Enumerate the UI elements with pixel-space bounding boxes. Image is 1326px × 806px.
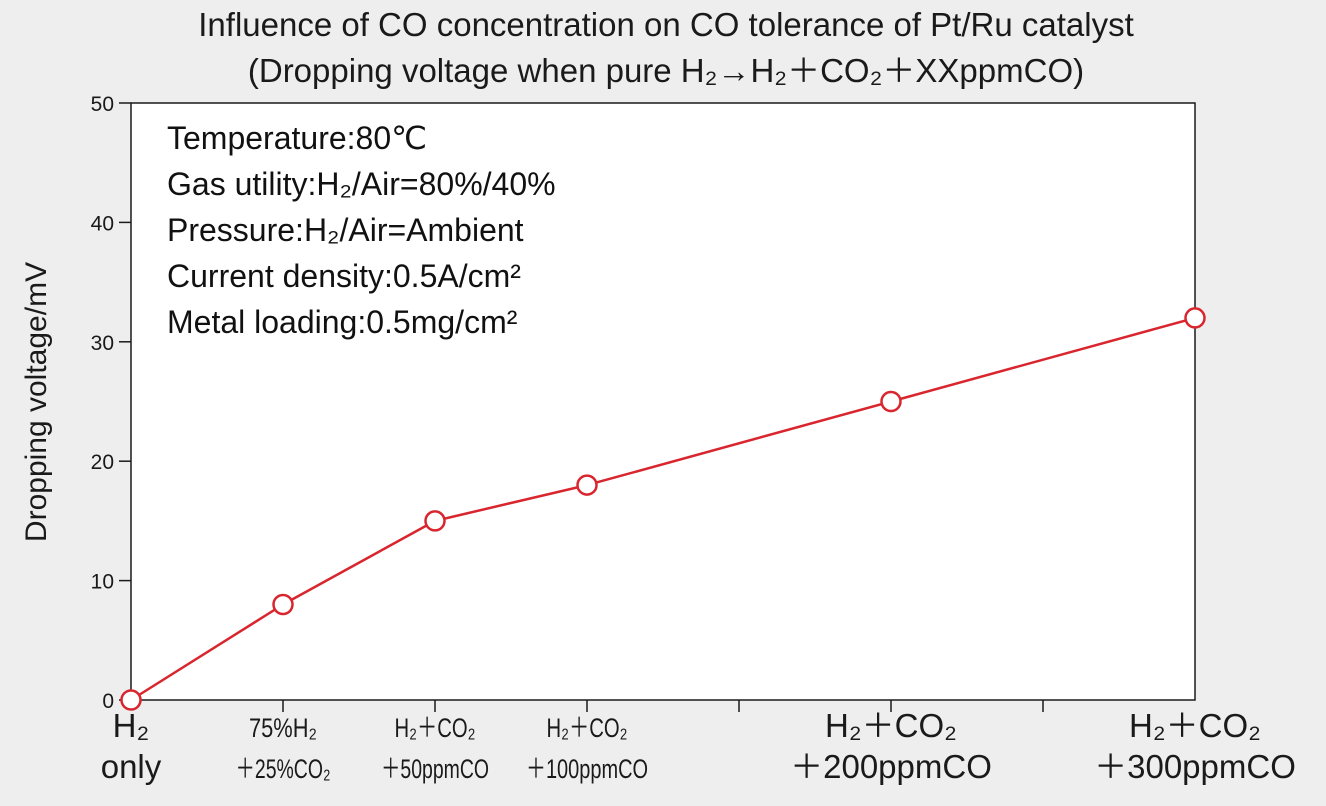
x-tick-label-line2: ＋25%CO₂ [236, 754, 331, 784]
x-tick-label-line1: 75%H₂ [249, 713, 317, 743]
plot-area [130, 102, 1196, 701]
x-tick-label-line2: ＋300ppmCO [1094, 748, 1296, 785]
y-tick-label: 40 [91, 212, 114, 235]
series-group [120, 307, 1206, 711]
series-line [130, 316, 1196, 702]
x-axis: H₂ only 75%H₂ ＋25%CO₂ H₂＋CO₂ ＋50ppmCO H₂＋CO₂ ＋1… [101, 700, 1296, 785]
chart-subtitle: (Dropping voltage when pure H₂→H₂＋CO₂＋XX… [248, 52, 1084, 89]
conditions-annotation: Temperature:80℃ Gas utility:H₂/Air=80%/40… [167, 120, 556, 340]
y-tick-label: 50 [91, 93, 114, 116]
annotation-line: Current density:0.5A/cm² [167, 258, 521, 294]
data-point [576, 474, 598, 496]
x-tick-label-line1: H₂ [113, 707, 150, 744]
y-tick-label: 30 [91, 332, 114, 355]
x-tick-label-line1: H₂＋CO₂ [395, 713, 476, 743]
x-tick-label-line2: ＋200ppmCO [790, 748, 992, 785]
x-tick-label-line2: only [101, 748, 162, 785]
y-tick-label: 10 [91, 571, 114, 594]
data-point [880, 390, 902, 413]
data-point [424, 510, 446, 532]
y-axis: 0 10 20 30 40 50 [91, 93, 131, 713]
x-tick-label-line2: ＋50ppmCO [381, 754, 489, 784]
y-tick-label: 20 [91, 451, 114, 474]
data-point [1184, 307, 1206, 329]
annotation-line: Gas utility:H₂/Air=80%/40% [167, 166, 556, 202]
data-point [272, 593, 294, 616]
x-tick-label-line1: H₂＋CO₂ [825, 707, 957, 744]
x-tick-label-line2: ＋100ppmCO [526, 754, 648, 784]
chart-title: Influence of CO concentration on CO tole… [198, 6, 1134, 43]
annotation-line: Pressure:H₂/Air=Ambient [167, 212, 524, 248]
annotation-line: Metal loading:0.5mg/cm² [167, 304, 518, 340]
x-tick-label-line1: H₂＋CO₂ [1129, 707, 1261, 744]
x-tick-label-line1: H₂＋CO₂ [547, 713, 628, 743]
y-axis-label: Dropping voltage/mV [20, 262, 53, 542]
annotation-line: Temperature:80℃ [167, 120, 427, 156]
data-point [120, 689, 142, 711]
y-tick-label: 0 [102, 690, 114, 713]
